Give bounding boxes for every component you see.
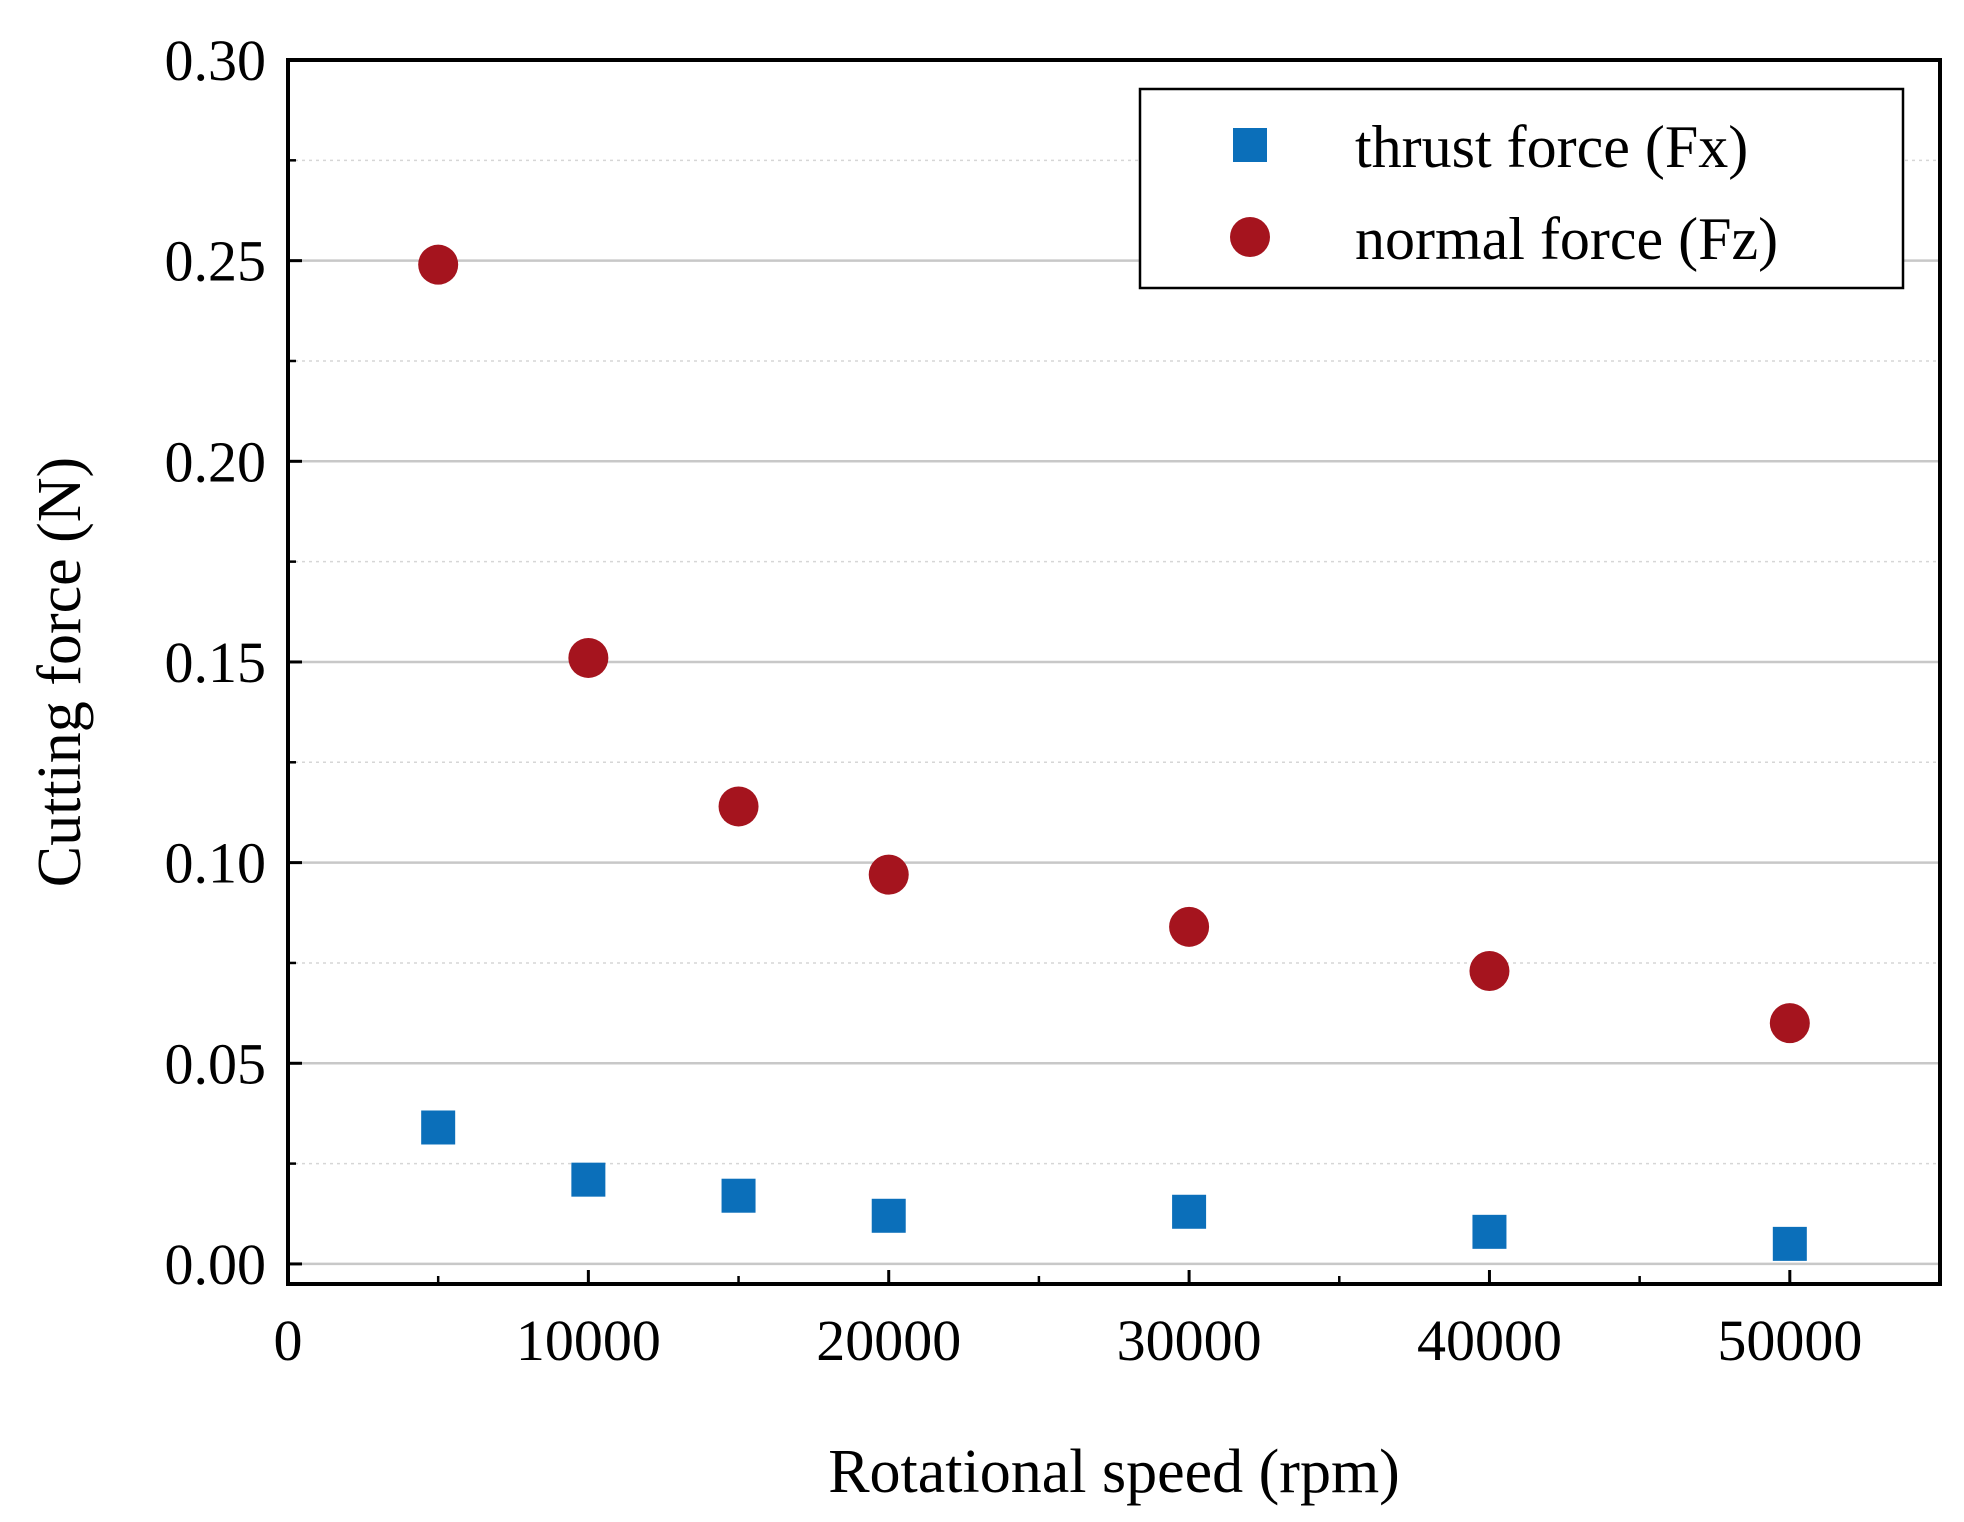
point-thrust-force (1772, 1226, 1807, 1261)
point-normal-force (568, 637, 609, 678)
point-thrust-force (1172, 1194, 1207, 1229)
y-tick-label: 0.15 (165, 630, 267, 695)
point-normal-force (418, 244, 459, 285)
point-thrust-force (421, 1110, 456, 1145)
plot-frame (286, 58, 1942, 1286)
legend-marker-circle-icon (1230, 217, 1270, 257)
y-tick-label: 0.20 (165, 429, 267, 494)
y-tick-label: 0.10 (165, 831, 267, 896)
grid-layer (288, 159, 1940, 1266)
x-tick-label: 30000 (1117, 1308, 1262, 1373)
tick-labels: 0.00 0.05 0.10 0.15 0.20 0.25 0.30 0 10000 20000 3… (165, 28, 1863, 1373)
y-tick-label: 0.00 (165, 1232, 267, 1297)
y-tick-label: 0.30 (165, 28, 267, 93)
point-normal-force (1169, 906, 1210, 947)
ticks-layer (286, 58, 1792, 1284)
point-thrust-force (721, 1178, 756, 1213)
x-tick-label: 50000 (1717, 1308, 1862, 1373)
point-normal-force (718, 786, 759, 827)
y-axis-title: Cutting force (N) (26, 457, 94, 887)
x-axis-title: Rotational speed (rpm) (828, 1438, 1400, 1506)
x-tick-label: 10000 (516, 1308, 661, 1373)
point-thrust-force (571, 1162, 606, 1197)
x-tick-label: 20000 (816, 1308, 961, 1373)
y-tick-label: 0.25 (165, 229, 267, 294)
point-normal-force (868, 854, 909, 895)
point-thrust-force (1472, 1214, 1507, 1249)
point-thrust-force (871, 1198, 906, 1233)
legend: thrust force (Fx) normal force (Fz) (1138, 87, 1905, 290)
data-points (418, 244, 1810, 1261)
legend-box (1138, 87, 1905, 290)
y-tick-label: 0.05 (165, 1031, 267, 1096)
legend-label-normal-force: normal force (Fz) (1355, 206, 1778, 272)
legend-marker-square-icon (1233, 128, 1267, 162)
x-tick-label: 40000 (1417, 1308, 1562, 1373)
point-normal-force (1469, 950, 1510, 991)
x-tick-label: 0 (274, 1308, 303, 1373)
point-normal-force (1769, 1003, 1810, 1044)
legend-label-thrust-force: thrust force (Fx) (1355, 114, 1748, 180)
